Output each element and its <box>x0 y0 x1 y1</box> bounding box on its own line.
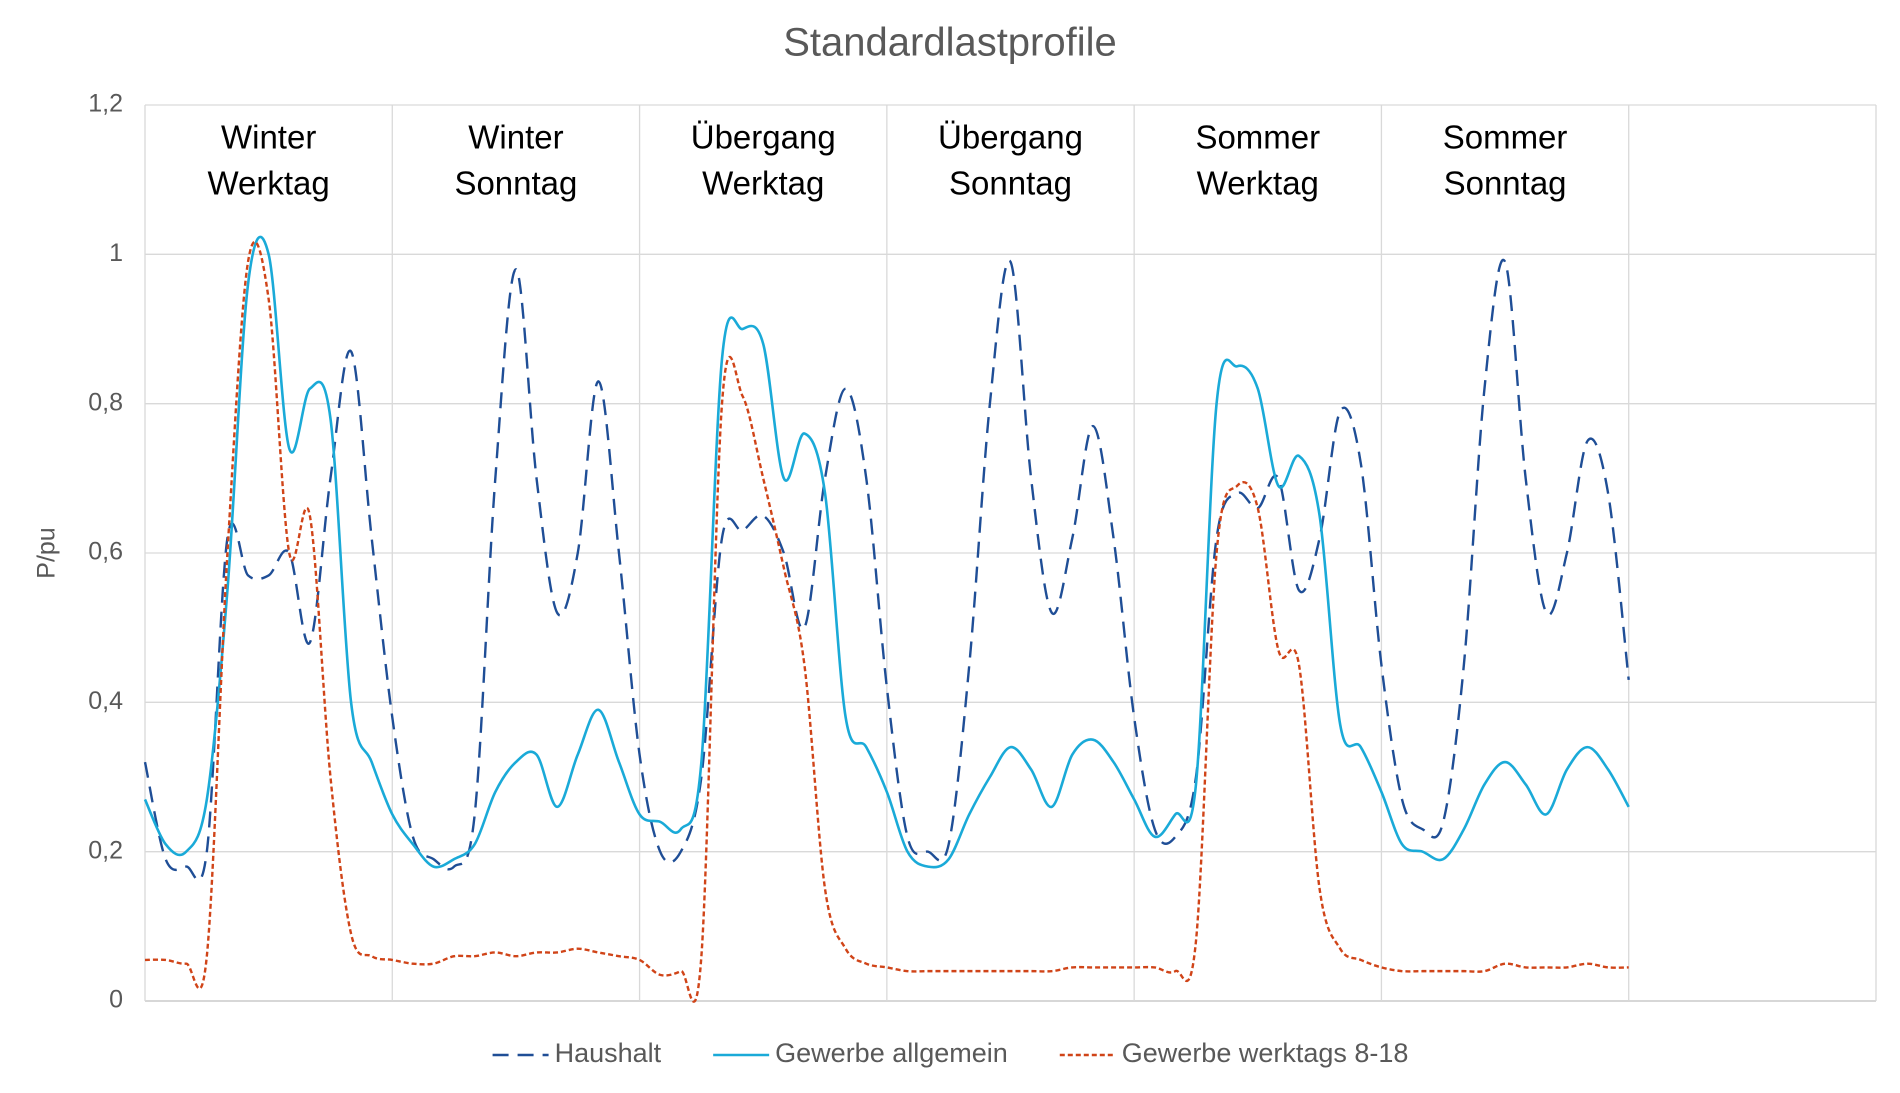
annotation: Sommer <box>1443 119 1568 156</box>
y-tick-label: 1,2 <box>88 90 123 118</box>
annotation: Übergang <box>691 119 836 156</box>
annotation: Werktag <box>208 165 330 202</box>
y-tick-label: 0,4 <box>88 687 123 715</box>
y-tick-label: 0,8 <box>88 388 123 416</box>
line-series <box>144 240 1629 1003</box>
annotation: Sommer <box>1195 119 1320 156</box>
y-tick-label: 0,6 <box>88 538 123 566</box>
line-series <box>143 258 1630 882</box>
annotation: Werktag <box>1197 165 1319 202</box>
annotation: Winter <box>468 119 563 156</box>
legend-label: Gewerbe werktags 8-18 <box>1122 1038 1409 1068</box>
annotation: Übergang <box>938 119 1083 156</box>
legend: Haushalt Gewerbe allgemein Gewerbe werktag… <box>492 1038 1409 1068</box>
annotation: Werktag <box>702 165 824 202</box>
y-tick-label: 0 <box>109 986 123 1014</box>
annotation: Winter <box>221 119 316 156</box>
annotation: Sonntag <box>1444 165 1567 202</box>
legend-label: Gewerbe allgemein <box>775 1038 1008 1068</box>
annotation: Sonntag <box>454 165 577 202</box>
line-series <box>143 235 1630 869</box>
annotation: Sonntag <box>949 165 1072 202</box>
legend-label: Haushalt <box>555 1038 662 1068</box>
chart-title: Standardlastprofile <box>783 21 1117 65</box>
y-tick-label: 0,2 <box>88 836 123 864</box>
y-tick-label: 1 <box>109 239 123 267</box>
y-axis-label: P/pu <box>33 527 61 578</box>
